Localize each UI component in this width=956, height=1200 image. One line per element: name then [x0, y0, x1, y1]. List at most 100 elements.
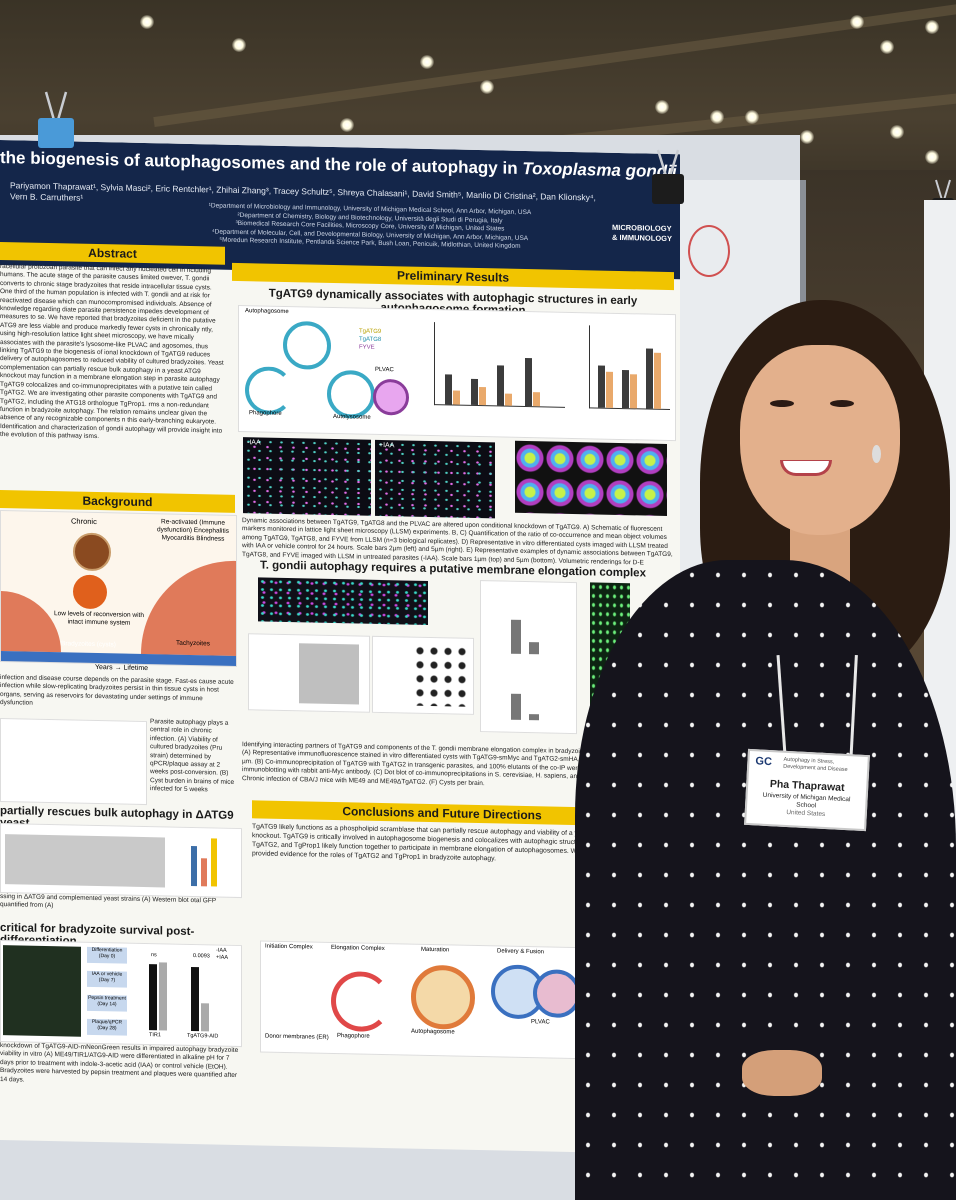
chart-bar — [533, 392, 540, 407]
plvac-model — [533, 969, 581, 1019]
rescue-bar — [201, 858, 207, 887]
delivery-label: Delivery & Fusion — [497, 948, 545, 956]
chart-bar — [529, 642, 539, 655]
blot-image — [5, 834, 165, 888]
badge-conference: Autophagy in Stress, Development and Dis… — [783, 756, 848, 773]
reconversion-label: Low levels of reconversion with intact i… — [54, 610, 144, 627]
phagophore-model-label: Phagophore — [337, 1033, 370, 1040]
chart-bar — [606, 371, 613, 408]
ceiling-light — [140, 15, 154, 29]
atg9-figure-abc: Autophagosome Phagophore Autolysosome PL… — [238, 304, 676, 442]
ceiling-light — [800, 130, 814, 144]
llsm-image-plus-iaa: +IAA — [375, 439, 495, 519]
rescue-bar — [211, 838, 217, 887]
bradyzoites-label: Bradyzoites (cysts) — [61, 640, 116, 649]
dot-blot-spots — [413, 643, 467, 707]
ns-label: ns — [151, 952, 157, 959]
ceiling-light — [925, 150, 939, 164]
blot-image — [299, 643, 359, 705]
poster-affiliations: ¹Department of Microbiology and Immunolo… — [208, 202, 532, 250]
step-pepsin: Pepsin treatment (Day 14) — [87, 994, 127, 1012]
background-heading: Background — [0, 490, 235, 513]
co-occurrence-chart — [434, 322, 565, 408]
rescue-bar — [191, 846, 197, 887]
board-number-marking — [688, 225, 730, 277]
elongation-label: Elongation Complex — [331, 944, 385, 953]
plvac-label: PLVAC — [375, 366, 394, 374]
pvalue-label: 0.0093 — [193, 953, 210, 960]
step-differentiation: Differentiation (Day 0) — [87, 946, 127, 964]
department-logo: MICROBIOLOGY & IMMUNOLOGY — [612, 222, 672, 244]
tachyzoites-label: Tachyzoites — [176, 639, 210, 648]
cyst-image — [73, 532, 111, 572]
cyst-micrograph — [3, 945, 81, 1037]
volume-chart — [589, 325, 670, 411]
chart-bar — [453, 390, 460, 405]
poster-title: the biogenesis of autophagosomes and the… — [0, 148, 677, 182]
presenter-face — [740, 345, 900, 535]
survival-text: knockdown of TgATG9-AID-mNeonGreen resul… — [0, 1042, 239, 1084]
chart-bar — [511, 693, 521, 720]
chart-bar — [479, 387, 486, 406]
chart-bar — [630, 374, 637, 409]
maturation-label: Maturation — [421, 946, 450, 954]
step-plaque: Plaque/qPCR (Day 28) — [87, 1018, 127, 1036]
ceiling-light — [232, 38, 246, 52]
autophagy-model-diagram: Initiation Complex Elongation Complex Ma… — [260, 940, 592, 1060]
plus-iaa-label: +IAA — [379, 441, 395, 450]
conference-logo-icon: GC — [755, 755, 773, 769]
presenter-eye — [770, 400, 794, 407]
rescue-text: ssing in ΔATG9 and complemented yeast st… — [0, 893, 217, 910]
autolysosome-label: Autolysosome — [333, 413, 371, 421]
chart-bar — [529, 714, 539, 721]
chart-bar — [497, 365, 504, 406]
abstract-text: racellular protozoan parasite that can i… — [0, 263, 224, 441]
chart-bar — [511, 619, 521, 654]
legend-plus-iaa: +IAA — [216, 954, 229, 961]
step-iaa: IAA or vehicle (Day 7) — [87, 970, 127, 988]
phagophore-diagram — [245, 366, 293, 416]
chart-bar — [646, 348, 653, 409]
dynamic-association-timelapse — [515, 440, 667, 516]
presenter-eye — [830, 400, 854, 407]
presenter-hands — [742, 1050, 822, 1096]
plvac-diagram — [373, 378, 409, 416]
ceiling-light — [340, 118, 354, 132]
atg9-aid-label: TgATG9-AID — [187, 1032, 219, 1040]
chart-bar — [622, 370, 629, 409]
phagophore-label: Phagophore — [249, 410, 282, 417]
cyst-burden-charts — [480, 580, 577, 735]
autophagosome-diagram — [283, 320, 331, 370]
ceiling-light — [745, 110, 759, 124]
legend-atg9: TgATG9 — [359, 328, 382, 335]
ceiling-light — [655, 100, 669, 114]
presenter-smile — [780, 460, 832, 476]
survival-bar — [159, 962, 167, 1031]
autophagosome-label: Autophagosome — [245, 308, 289, 316]
ceiling-light — [890, 125, 904, 139]
ceiling-light — [480, 80, 494, 94]
chart-bar — [654, 352, 661, 409]
elongation-figure-caption: Identifying interacting partners of TgAT… — [242, 741, 619, 787]
chart-bar — [525, 357, 532, 407]
ceiling-light — [880, 40, 894, 54]
legend-atg8: TgATG8 — [359, 336, 382, 343]
chart-bar — [471, 378, 478, 406]
legend-minus-iaa: -IAA — [216, 947, 227, 954]
minus-iaa-label: -IAA — [247, 439, 261, 447]
initiation-label: Initiation Complex — [265, 943, 313, 951]
chart-bar — [598, 365, 605, 408]
survival-bar — [201, 1003, 209, 1032]
binder-clip-icon — [652, 149, 684, 204]
name-badge: GC Autophagy in Stress, Development and … — [744, 748, 870, 832]
viability-plots — [0, 718, 147, 806]
plvac-model-label: PLVAC — [531, 1019, 550, 1026]
immunofluorescence-panel — [258, 577, 428, 625]
ceiling-light — [850, 15, 864, 29]
dot-blot — [372, 635, 474, 715]
ceiling-light — [925, 20, 939, 34]
autophagy-role-text: Parasite autophagy plays a central role … — [150, 718, 235, 794]
coip-western-blot — [248, 633, 370, 713]
survival-bar — [149, 964, 157, 1031]
badge-institution: University of Michigan Medical School Un… — [753, 791, 860, 821]
